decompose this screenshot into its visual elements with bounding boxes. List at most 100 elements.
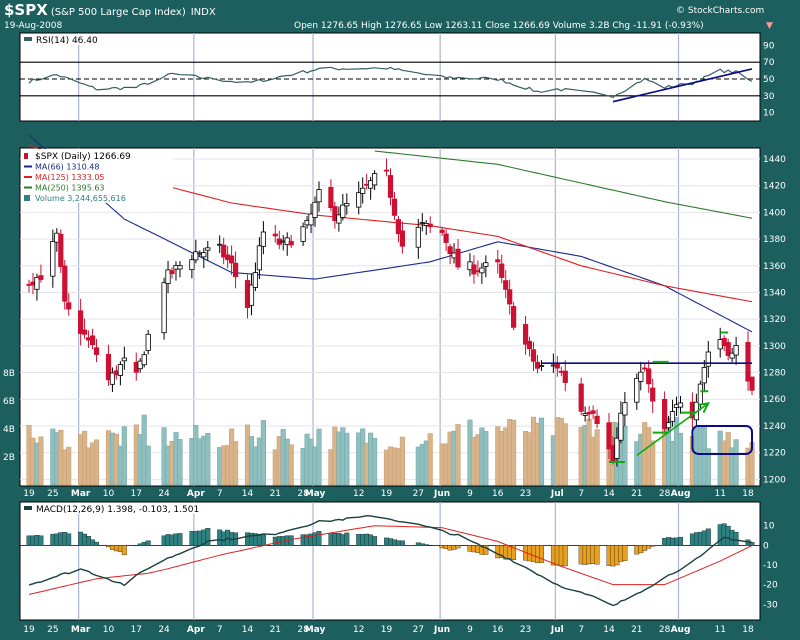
volume-bar — [455, 424, 461, 486]
macd-histogram-bar — [344, 532, 350, 546]
volume-bar — [205, 433, 211, 486]
volume-bar — [399, 436, 405, 486]
legend-entry: MA(250) 1395.63 — [35, 184, 105, 193]
candle-body — [523, 323, 529, 345]
macd-layer — [20, 514, 760, 607]
rsi-tick-label: 90 — [763, 41, 775, 51]
volume-bar — [177, 439, 183, 486]
volume-bar — [562, 423, 568, 486]
volume-bar — [66, 446, 72, 486]
candle-body — [721, 337, 727, 346]
candle-body — [510, 306, 517, 328]
candle-body — [356, 192, 362, 208]
price-tick-label: 1220 — [763, 449, 786, 459]
candle-body — [725, 342, 731, 356]
x-axis-label: 9 — [467, 489, 473, 499]
candle-body — [288, 240, 294, 246]
x-axis-label: 7 — [217, 489, 223, 499]
macd-histogram-bar — [539, 545, 544, 563]
volume-bar — [121, 426, 127, 486]
x-axis-label: Jul — [550, 489, 564, 499]
rsi-label-bg — [21, 34, 91, 45]
macd-tick-label: -20 — [763, 581, 778, 591]
candle-body — [161, 282, 167, 334]
candle-body — [729, 352, 735, 359]
candle-body — [256, 245, 263, 271]
candle-body — [650, 387, 656, 402]
candle-body — [427, 223, 433, 228]
candle-body — [538, 365, 545, 368]
candle-body — [638, 371, 644, 382]
volume-bar — [93, 439, 100, 486]
rsi-panel — [19, 32, 761, 122]
price-tick-label: 1280 — [763, 369, 786, 379]
candle-body — [165, 269, 171, 284]
candle-body — [443, 233, 449, 243]
down-arrow-icon: ▼ — [766, 21, 773, 31]
x-axis-label: 14 — [242, 625, 254, 635]
candle-body — [248, 284, 255, 306]
x-axis-label: 23 — [520, 489, 531, 499]
ma66-line — [28, 134, 753, 333]
candle-body — [594, 415, 600, 425]
macd-histogram-bar — [316, 530, 322, 546]
volume-bar — [594, 429, 600, 486]
x-axis-label: 23 — [520, 625, 531, 635]
candle-body — [201, 252, 207, 258]
price-tick-label: 1360 — [763, 262, 786, 272]
x-axis-label: 19 — [23, 489, 35, 499]
candle-body — [745, 341, 751, 382]
macd-panel — [19, 501, 761, 621]
candle-body — [312, 201, 318, 218]
x-axis-label: 7 — [578, 625, 584, 635]
candle-body — [371, 173, 378, 186]
x-axis-label: 24 — [158, 489, 170, 499]
annotation-layer — [541, 68, 754, 463]
candle-body — [193, 251, 199, 261]
symbol-name: (S&P 500 Large Cap Index) — [51, 7, 186, 18]
volume-bar — [260, 420, 266, 486]
macd-histogram-bar — [705, 528, 711, 546]
candle-body — [82, 329, 88, 335]
x-axis-label: 18 — [742, 625, 754, 635]
candle-body — [141, 354, 147, 366]
macd-histogram-bar — [288, 535, 294, 546]
macd-tick-label: 10 — [763, 522, 775, 532]
date-label: 19-Aug-2008 — [4, 21, 63, 31]
candle-body — [205, 247, 211, 251]
macd-histogram-bar — [455, 545, 461, 549]
macd-histogram-bar — [511, 545, 517, 560]
candle-body — [145, 333, 151, 351]
macd-histogram-bar — [650, 545, 656, 547]
macd-histogram-bar — [622, 545, 628, 561]
candle-body — [169, 270, 175, 275]
x-axis-label: 9 — [467, 625, 473, 635]
rsi-label: RSI(14) 46.40 — [36, 36, 98, 46]
x-axis-label: 12 — [353, 625, 364, 635]
macd-histogram-bar — [121, 545, 127, 556]
candle-body — [662, 398, 668, 429]
x-axis-label: Jun — [433, 625, 450, 635]
symbol-title: $SPX — [4, 1, 48, 19]
volume-bar — [145, 445, 151, 486]
candle-body — [415, 226, 421, 248]
candle-body — [316, 189, 322, 203]
price-tick-label: 1320 — [763, 315, 786, 325]
rsi-line — [28, 66, 753, 99]
candle-body — [526, 340, 533, 349]
macd-histogram-bar — [66, 533, 72, 546]
volume-bar — [372, 438, 378, 486]
macd-histogram-bar — [94, 541, 99, 546]
x-axis-label: Jul — [550, 625, 564, 635]
macd-histogram-bar — [427, 545, 433, 546]
candle-body — [387, 175, 394, 198]
candle-body — [38, 275, 44, 280]
x-axis-label: 12 — [353, 489, 364, 499]
candle-body — [495, 259, 501, 263]
macd-histogram-bar — [423, 544, 429, 546]
price-tick-label: 1420 — [763, 182, 786, 192]
macd-histogram-bar — [145, 540, 151, 546]
x-axis-label: 19 — [23, 625, 35, 635]
volume-bar — [288, 444, 294, 486]
rsi-tick-label: 10 — [763, 109, 775, 119]
